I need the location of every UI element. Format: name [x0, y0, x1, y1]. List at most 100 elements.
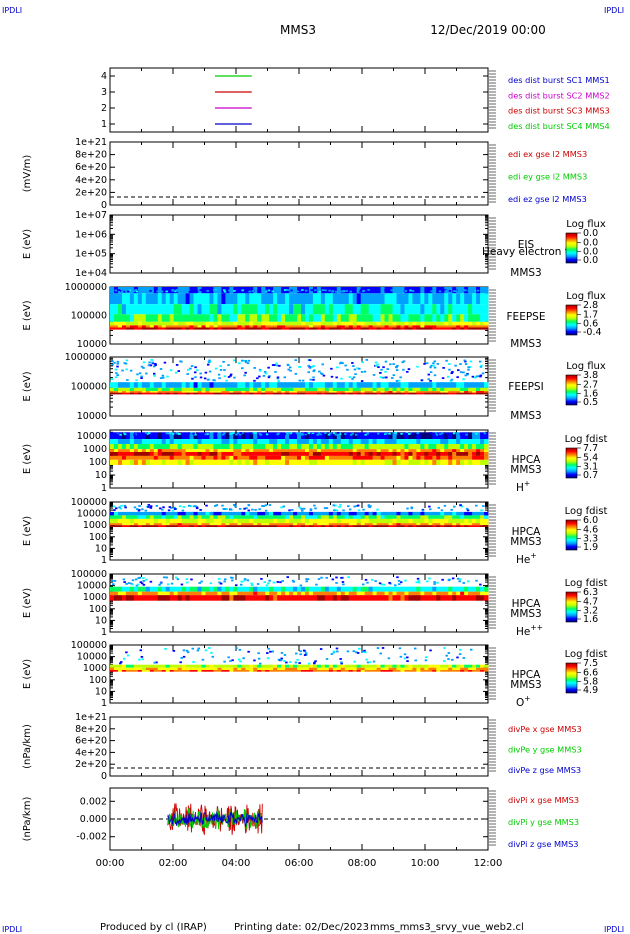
spectrogram-cell: [185, 449, 190, 453]
spectrogram-cell: [340, 327, 346, 330]
spectrogram-cell: [448, 586, 453, 592]
x-tick-label: 08:00: [348, 858, 377, 869]
spectrogram-speck: [268, 375, 271, 377]
spectrogram-cell: [237, 293, 242, 305]
spectrogram-cell: [197, 391, 202, 393]
spectrogram-cell: [125, 455, 131, 460]
spectrogram-cell: [269, 452, 274, 456]
spectrogram-speck: [458, 653, 462, 656]
spectrogram-speck: [267, 432, 271, 435]
spectrogram-speck: [125, 368, 128, 371]
spectrogram-cell: [316, 511, 322, 516]
spectrogram-cell: [468, 523, 473, 526]
spectrogram-cell: [472, 449, 477, 453]
spectrogram-speck: [242, 657, 245, 660]
spectrogram-cell: [312, 586, 318, 592]
spectrogram-speck: [200, 580, 203, 583]
spectrogram-cell: [484, 525, 489, 527]
divpi-trace: [167, 808, 263, 830]
spectrogram-cell: [145, 591, 151, 596]
spectrogram-cell: [388, 387, 393, 392]
spectrogram-cell: [229, 327, 234, 330]
spectrogram-cell: [484, 321, 489, 326]
spectrogram-cell: [428, 518, 433, 524]
spectrogram-cell: [110, 321, 115, 326]
spectrogram-speck: [287, 368, 290, 371]
spectrogram-cell: [360, 591, 366, 596]
spectrogram-speck: [317, 432, 321, 435]
axis-label-y: (mV/m): [22, 155, 33, 193]
spectrogram-cell: [233, 586, 238, 592]
spectrogram-cell: [129, 452, 135, 456]
spectrogram-cell: [149, 518, 155, 524]
spectrogram-cell: [197, 387, 202, 392]
spectrogram-cell: [281, 439, 286, 444]
spectrogram-cell: [289, 325, 294, 328]
spectrogram-speck: [475, 504, 478, 507]
spectrogram-speck: [331, 290, 334, 293]
spectrogram-cell: [245, 391, 250, 393]
spectrogram-speck: [163, 361, 167, 364]
spectrogram-speck: [137, 509, 141, 512]
spectrogram-cell: [356, 392, 362, 395]
spectrogram-cell: [432, 525, 437, 527]
spectrogram-cell: [484, 452, 489, 456]
spectrogram-cell: [253, 595, 258, 601]
spectrogram-speck: [332, 432, 336, 435]
spectrogram-cell: [476, 515, 481, 519]
spectrogram-cell: [304, 314, 310, 322]
spectrogram-cell: [209, 515, 214, 519]
spectrogram-cell: [456, 664, 461, 668]
spectrogram-cell: [269, 387, 274, 392]
spectrogram-cell: [257, 452, 262, 456]
spectrogram-cell: [316, 432, 322, 440]
y-tick-label: 2e+20: [75, 759, 107, 770]
spectrogram-speck: [380, 583, 384, 586]
spectrogram-cell: [233, 325, 238, 328]
spectrogram-cell: [209, 439, 214, 444]
spectrogram-cell: [201, 518, 206, 524]
spectrogram-cell: [261, 325, 266, 328]
spectrogram-cell: [145, 387, 151, 392]
spectrogram-cell: [181, 304, 186, 315]
spectrogram-cell: [177, 327, 183, 330]
spectrogram-cell: [209, 452, 214, 456]
spectrogram-cell: [332, 432, 338, 440]
spectrogram-cell: [289, 443, 294, 450]
spectrogram-cell: [173, 523, 179, 526]
spectrogram-cell: [436, 432, 441, 440]
spectrogram-speck: [310, 289, 314, 292]
spectrogram-cell: [245, 287, 250, 294]
spectrogram-speck: [406, 370, 409, 373]
spectrogram-speck: [473, 376, 477, 379]
spectrogram-cell: [261, 518, 266, 524]
spectrogram-cell: [400, 304, 405, 315]
spectrogram-cell: [380, 595, 385, 601]
spectrogram-cell: [364, 314, 370, 322]
spectrogram-cell: [125, 518, 131, 524]
spectrogram-cell: [332, 511, 338, 516]
spectrogram-cell: [320, 586, 326, 592]
spectrogram-cell: [300, 392, 306, 395]
spectrogram-cell: [412, 664, 417, 668]
spectrogram-cell: [464, 452, 469, 456]
spectrogram-cell: [193, 443, 198, 450]
spectrogram-speck: [305, 580, 308, 583]
spectrogram-speck: [446, 375, 450, 378]
spectrogram-cell: [424, 595, 429, 601]
spectrogram-speck: [283, 654, 287, 656]
spectrogram-cell: [316, 459, 322, 465]
spectrogram-cell: [408, 293, 413, 305]
spectrogram-cell: [289, 591, 294, 596]
spectrogram-cell: [484, 523, 489, 526]
spectrogram-cell: [125, 392, 131, 395]
spectrogram-cell: [304, 391, 310, 393]
spectrogram-cell: [201, 439, 206, 444]
spectrogram-cell: [253, 391, 258, 393]
spectrogram-cell: [324, 287, 330, 294]
spectrogram-cell: [141, 327, 147, 330]
spectrogram-cell: [261, 459, 266, 465]
spectrogram-cell: [328, 432, 334, 440]
spectrogram-cell: [352, 327, 358, 330]
spectrogram-speck: [260, 577, 263, 580]
